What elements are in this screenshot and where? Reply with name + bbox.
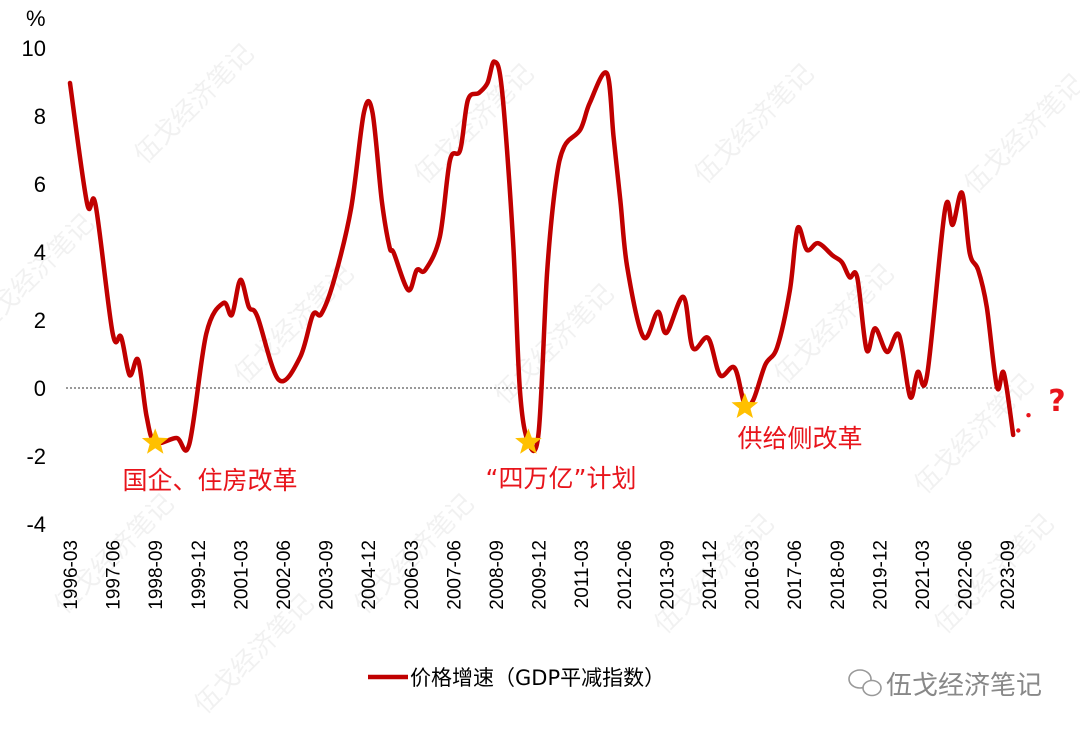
watermark-text: 伍戈经济笔记 bbox=[409, 59, 541, 191]
watermark-text: 伍戈经济笔记 bbox=[689, 59, 821, 191]
x-tick-label: 2008-09 bbox=[487, 540, 508, 610]
x-tick-label: 2007-06 bbox=[444, 540, 465, 610]
y-tick-label: -4 bbox=[26, 512, 46, 537]
annotation-soe-housing-reform: 国企、住房改革 bbox=[122, 466, 297, 495]
watermark-text: 伍戈经济笔记 bbox=[769, 259, 901, 391]
x-tick-label: 2002-06 bbox=[274, 540, 295, 610]
x-tick-label: 2012-06 bbox=[615, 540, 636, 610]
annotation-question-mark: ? bbox=[1048, 384, 1065, 419]
watermark-text: 伍戈经济笔记 bbox=[489, 279, 621, 411]
x-tick-label: 2023-09 bbox=[998, 540, 1019, 610]
wechat-icon bbox=[848, 669, 882, 697]
projection-dot bbox=[1016, 428, 1021, 433]
y-tick-label: 8 bbox=[34, 104, 46, 129]
watermark-text: 伍戈经济笔记 bbox=[959, 69, 1080, 201]
x-ticks: 1996-03 1997-06 1998-09 1999-12 2001-03 2002-… bbox=[61, 540, 1019, 610]
projection-dots bbox=[1016, 413, 1031, 433]
series-line bbox=[67, 59, 1016, 454]
x-tick-label: 1999-12 bbox=[189, 540, 210, 610]
stars bbox=[141, 392, 759, 454]
star-marker bbox=[515, 428, 542, 454]
y-tick-label: 10 bbox=[22, 36, 46, 61]
x-tick-label: 1996-03 bbox=[61, 540, 82, 610]
star-marker bbox=[731, 392, 759, 418]
watermark-text: 伍戈经济笔记 bbox=[0, 209, 100, 341]
y-tick-label: 6 bbox=[34, 172, 46, 197]
x-tick-label: 1997-06 bbox=[104, 540, 125, 610]
watermark-text: 伍戈经济笔记 bbox=[129, 39, 261, 171]
x-tick-label: 2022-06 bbox=[956, 540, 977, 610]
x-tick-label: 2003-09 bbox=[317, 540, 338, 610]
y-tick-label: 2 bbox=[34, 308, 46, 333]
y-axis-label: % bbox=[26, 6, 46, 31]
x-tick-label: 2006-03 bbox=[402, 540, 423, 610]
annotation-4-trillion-plan: “四万亿”计划 bbox=[486, 464, 637, 493]
y-tick-label: 4 bbox=[34, 240, 46, 265]
x-tick-label: 2014-12 bbox=[700, 540, 721, 610]
x-tick-label: 2016-03 bbox=[743, 540, 764, 610]
x-tick-label: 2001-03 bbox=[231, 540, 252, 610]
annotation-supply-side-reform: 供给侧改革 bbox=[737, 424, 862, 453]
watermark-text: 伍戈经济笔记 bbox=[929, 509, 1061, 641]
x-tick-label: 2011-03 bbox=[572, 540, 593, 608]
legend-label: 价格增速（GDP平减指数） bbox=[410, 666, 665, 690]
x-tick-label: 2019-12 bbox=[870, 540, 891, 610]
y-ticks: 10 8 6 4 2 0 -2 -4 bbox=[22, 36, 46, 537]
projection-dot bbox=[1026, 413, 1031, 418]
x-tick-label: 2018-09 bbox=[828, 540, 849, 610]
x-tick-label: 2017-06 bbox=[785, 540, 806, 610]
x-tick-label: 2004-12 bbox=[359, 540, 380, 610]
x-tick-label: 2013-09 bbox=[657, 540, 678, 610]
logo-text: 伍戈经济笔记 bbox=[886, 671, 1042, 701]
y-tick-label: 0 bbox=[34, 376, 46, 401]
x-tick-label: 2021-03 bbox=[913, 540, 934, 610]
x-tick-label: 2009-12 bbox=[530, 540, 551, 610]
x-tick-label: 1998-09 bbox=[146, 540, 167, 610]
y-tick-label: -2 bbox=[26, 444, 46, 469]
star-marker bbox=[141, 428, 169, 454]
